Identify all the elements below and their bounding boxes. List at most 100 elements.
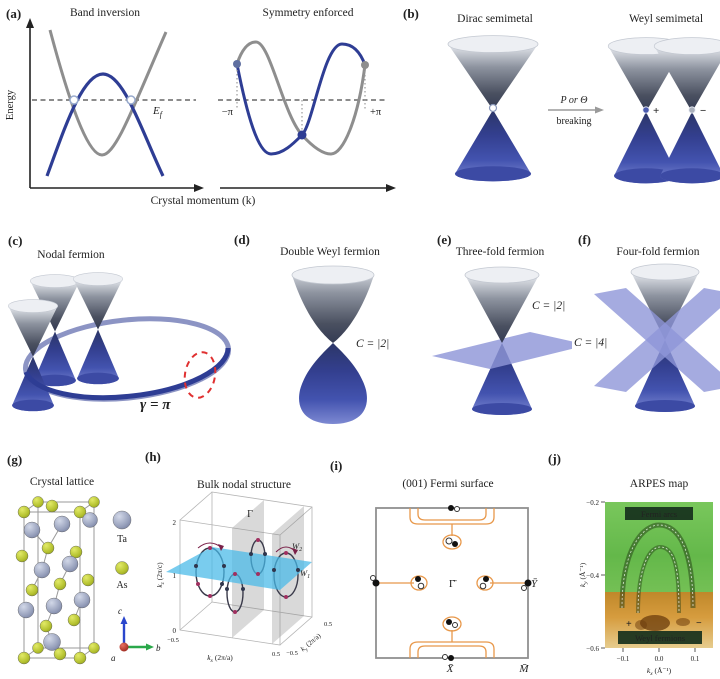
chirality-minus: − <box>696 618 702 629</box>
arrow-label-bottom: breaking <box>557 116 592 127</box>
upper-cone <box>631 272 699 340</box>
axis-b-arrow <box>146 643 154 651</box>
weyl-cone-pair: + − <box>607 37 720 184</box>
kx-tick-min: −0.5 <box>167 637 179 644</box>
center-crossing-node <box>297 130 307 140</box>
tilted-band-plane-2 <box>594 288 720 392</box>
ky-tick-2: −0.6 <box>586 645 599 653</box>
arpes-heatmap: + − Fermi arcs Weyl fermions <box>605 502 713 648</box>
gamma-point-label: Γ <box>247 509 253 520</box>
w2-label: W2 <box>292 541 302 553</box>
fermi-arcs <box>376 508 528 658</box>
panel-h-tag: (h) <box>145 449 161 464</box>
kz-mirror-plane <box>166 547 312 590</box>
minus-pi-label: −π <box>222 107 234 118</box>
zone-boundary-node-left <box>233 60 241 68</box>
arrow-label-top: P or Θ <box>559 95 587 106</box>
arpes-axes <box>601 501 696 652</box>
fermi-level-label: Ef <box>152 105 164 119</box>
panel-f-fourfold: (f) Four-fold fermion C = |4| <box>574 232 720 412</box>
kx-tick-0: −0.1 <box>617 655 630 663</box>
arpes-kx-label: kx (Å⁻¹) <box>647 666 672 677</box>
panel-b-tag: (b) <box>403 6 419 21</box>
flat-band-plane <box>432 332 572 369</box>
kz-tick-1: 1 <box>173 572 177 580</box>
panel-j-tag: (j) <box>548 451 561 466</box>
nodal-ring-front <box>23 347 231 401</box>
panel-h-title: Bulk nodal structure <box>197 479 291 491</box>
chern-number-e: C = |2| <box>532 300 565 312</box>
chirality-minus-label: − <box>700 105 706 117</box>
panel-d-tag: (d) <box>234 232 250 247</box>
ky-tick-0: −0.2 <box>586 499 599 507</box>
band-crossing-node-left <box>69 95 79 105</box>
panel-e-threefold: (e) Three-fold fermion C = |2| <box>432 232 572 415</box>
crystal-axes: c b a <box>111 606 161 663</box>
panel-d-double-weyl: (d) Double Weyl fermion C = |2| <box>234 232 389 424</box>
panel-i-tag: (i) <box>330 458 342 473</box>
x-axis-arrowhead <box>194 184 204 192</box>
right-x-axis-arrowhead <box>386 184 396 192</box>
double-weyl-cone <box>291 265 375 424</box>
ta-legend-label: Ta <box>117 534 127 545</box>
kz-tick-0: 0 <box>173 627 177 635</box>
panel-h-bulk-nodal-structure: (h) Bulk nodal structure Γ W2 W1 2 1 0 k… <box>145 449 332 664</box>
weyl-node-positive <box>642 106 650 114</box>
y-bar-label: Ȳ <box>531 578 538 590</box>
nodal-cones <box>7 272 124 412</box>
projected-weyl-points <box>370 505 532 661</box>
weyl-node-negative <box>688 106 696 114</box>
gray-band-curve <box>48 29 168 157</box>
zone-boundary-node-right <box>361 61 369 69</box>
fermi-arcs-badge-label: Fermi arcs <box>641 509 677 519</box>
threefold-cone <box>432 266 572 415</box>
x-bar-label: X̄ <box>446 663 455 675</box>
energy-axis <box>26 18 204 192</box>
weyl-fermions-badge-label: Weyl fermions <box>635 633 685 643</box>
weyl-point-intensity <box>640 615 670 631</box>
panel-i-fermi-surface: (i) (001) Fermi surface Γ̄ X̄ M̄ Ȳ <box>330 458 538 675</box>
gamma-bar-label: Γ̄ <box>449 578 457 590</box>
crystal-atoms <box>15 496 100 665</box>
lower-cone <box>472 343 532 415</box>
chern-number-f: C = |4| <box>574 337 607 349</box>
panel-c-title: Nodal fermion <box>37 249 105 261</box>
axis-c-arrow <box>120 616 128 624</box>
band-crossing-node-right <box>126 95 136 105</box>
weyl-title: Weyl semimetal <box>629 13 703 25</box>
kx-tick-max: 0.5 <box>272 651 280 658</box>
weyl-fermions-badge <box>618 631 702 644</box>
crystal-momentum-label: Crystal momentum (k) <box>151 195 256 207</box>
panel-a-tag: (a) <box>6 6 21 21</box>
panel-g-crystal-lattice: (g) Crystal lattice Ta As c <box>7 452 161 665</box>
panel-f-tag: (f) <box>578 232 591 247</box>
panel-a-left-title: Band inversion <box>70 7 140 19</box>
berry-phase-label: γ = π <box>140 397 171 413</box>
fermi-arcs-badge <box>625 507 693 520</box>
kx-axis-label: kx (2π/a) <box>207 653 233 664</box>
dirac-node <box>488 103 498 113</box>
axis-b-label: b <box>156 643 161 653</box>
plus-pi-label: +π <box>370 107 382 118</box>
axis-a-label: a <box>111 653 116 663</box>
chirality-plus-label: + <box>653 105 659 117</box>
fourfold-cone <box>594 263 720 412</box>
blue-band-curve <box>45 72 165 177</box>
panel-g-title: Crystal lattice <box>30 476 94 488</box>
panel-g-tag: (g) <box>7 452 22 467</box>
kx-tick-1: 0.0 <box>655 655 664 663</box>
panel-e-title: Three-fold fermion <box>456 246 545 258</box>
panel-a-right-title: Symmetry enforced <box>262 7 353 19</box>
panel-i-title: (001) Fermi surface <box>402 478 493 490</box>
chirality-arrows <box>197 542 298 555</box>
axis-c-label: c <box>118 606 122 616</box>
kx-tick-2: 0.1 <box>691 655 700 663</box>
berry-phase-loop <box>183 351 217 399</box>
m-bar-label: M̄ <box>518 663 529 675</box>
weyl-points <box>194 538 300 614</box>
kz-axis-label: kz (2π/c) <box>155 562 166 588</box>
as-legend-sphere <box>115 561 129 575</box>
panel-e-tag: (e) <box>437 232 451 247</box>
chirality-plus: + <box>626 619 632 630</box>
